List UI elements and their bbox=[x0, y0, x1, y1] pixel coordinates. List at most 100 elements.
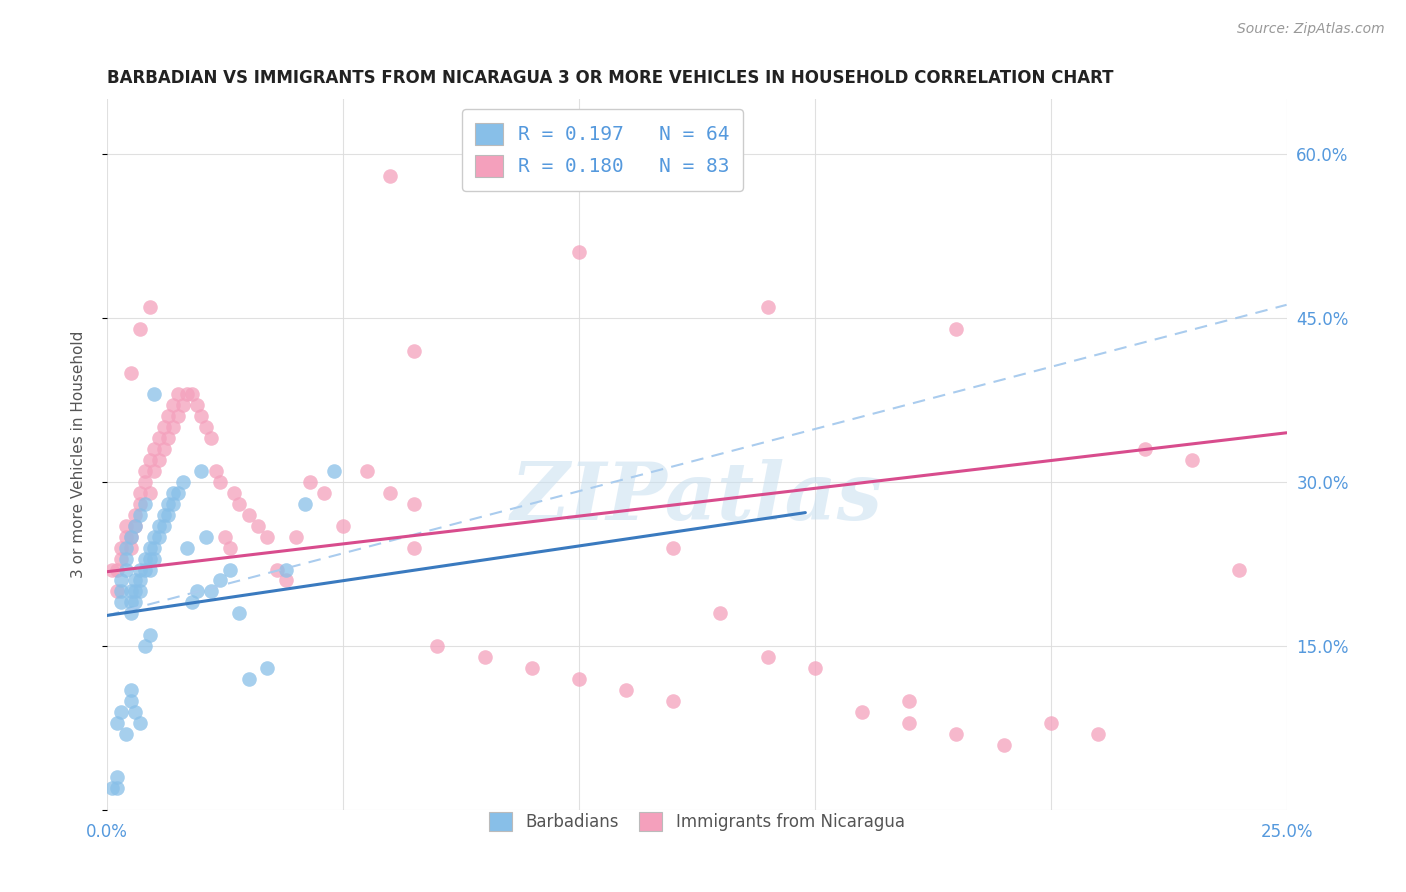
Point bbox=[218, 562, 240, 576]
Point bbox=[378, 486, 401, 500]
Point bbox=[129, 322, 152, 336]
Point bbox=[181, 595, 204, 609]
Point bbox=[298, 475, 321, 489]
Point bbox=[101, 781, 124, 796]
Point bbox=[898, 694, 921, 708]
Point bbox=[134, 562, 156, 576]
Point bbox=[124, 518, 146, 533]
Point bbox=[172, 475, 194, 489]
Point bbox=[238, 672, 260, 686]
Point bbox=[115, 518, 138, 533]
Point bbox=[105, 715, 128, 730]
Point bbox=[138, 486, 160, 500]
Point bbox=[756, 300, 779, 314]
Point bbox=[110, 574, 132, 588]
Point bbox=[204, 464, 226, 478]
Point bbox=[115, 562, 138, 576]
Point bbox=[166, 409, 188, 424]
Text: BARBADIAN VS IMMIGRANTS FROM NICARAGUA 3 OR MORE VEHICLES IN HOUSEHOLD CORRELATI: BARBADIAN VS IMMIGRANTS FROM NICARAGUA 3… bbox=[107, 69, 1114, 87]
Point bbox=[110, 595, 132, 609]
Point bbox=[1133, 442, 1156, 457]
Point bbox=[181, 387, 204, 401]
Point bbox=[166, 387, 188, 401]
Point bbox=[228, 607, 250, 621]
Point bbox=[1087, 726, 1109, 740]
Point bbox=[148, 453, 170, 467]
Point bbox=[1039, 715, 1062, 730]
Point bbox=[152, 508, 174, 522]
Point bbox=[314, 486, 336, 500]
Point bbox=[120, 530, 142, 544]
Point bbox=[284, 530, 307, 544]
Point bbox=[101, 562, 124, 576]
Point bbox=[105, 562, 128, 576]
Point bbox=[138, 300, 160, 314]
Point bbox=[138, 628, 160, 642]
Point bbox=[200, 584, 222, 599]
Point bbox=[134, 639, 156, 653]
Point bbox=[120, 366, 142, 380]
Point bbox=[120, 541, 142, 555]
Point bbox=[110, 551, 132, 566]
Point bbox=[129, 497, 152, 511]
Point bbox=[124, 574, 146, 588]
Point bbox=[378, 169, 401, 183]
Point bbox=[124, 518, 146, 533]
Point bbox=[138, 551, 160, 566]
Point bbox=[190, 464, 212, 478]
Legend: Barbadians, Immigrants from Nicaragua: Barbadians, Immigrants from Nicaragua bbox=[479, 802, 915, 841]
Point bbox=[190, 409, 212, 424]
Point bbox=[110, 705, 132, 719]
Point bbox=[120, 584, 142, 599]
Point bbox=[993, 738, 1015, 752]
Point bbox=[120, 607, 142, 621]
Point bbox=[134, 464, 156, 478]
Point bbox=[804, 661, 827, 675]
Point bbox=[1181, 453, 1204, 467]
Point bbox=[356, 464, 378, 478]
Point bbox=[945, 322, 967, 336]
Point bbox=[157, 497, 180, 511]
Point bbox=[120, 682, 142, 697]
Point bbox=[120, 530, 142, 544]
Point bbox=[662, 541, 685, 555]
Point bbox=[402, 497, 425, 511]
Point bbox=[138, 562, 160, 576]
Point bbox=[195, 530, 218, 544]
Point bbox=[105, 584, 128, 599]
Point bbox=[224, 486, 246, 500]
Point bbox=[228, 497, 250, 511]
Point bbox=[209, 574, 232, 588]
Point bbox=[129, 574, 152, 588]
Point bbox=[129, 584, 152, 599]
Point bbox=[134, 497, 156, 511]
Y-axis label: 3 or more Vehicles in Household: 3 or more Vehicles in Household bbox=[72, 331, 86, 578]
Point bbox=[143, 464, 166, 478]
Text: Source: ZipAtlas.com: Source: ZipAtlas.com bbox=[1237, 22, 1385, 37]
Point bbox=[294, 497, 316, 511]
Point bbox=[143, 442, 166, 457]
Point bbox=[124, 584, 146, 599]
Point bbox=[110, 541, 132, 555]
Point bbox=[115, 530, 138, 544]
Point bbox=[614, 682, 637, 697]
Point bbox=[166, 486, 188, 500]
Point bbox=[115, 551, 138, 566]
Point bbox=[186, 584, 208, 599]
Point bbox=[568, 245, 591, 260]
Point bbox=[134, 475, 156, 489]
Point bbox=[402, 541, 425, 555]
Point bbox=[143, 551, 166, 566]
Point bbox=[209, 475, 232, 489]
Point bbox=[851, 705, 873, 719]
Point bbox=[898, 715, 921, 730]
Point bbox=[332, 518, 354, 533]
Point bbox=[276, 574, 298, 588]
Point bbox=[143, 530, 166, 544]
Point bbox=[402, 343, 425, 358]
Point bbox=[186, 399, 208, 413]
Point bbox=[474, 650, 496, 665]
Point bbox=[148, 431, 170, 445]
Point bbox=[143, 387, 166, 401]
Point bbox=[148, 518, 170, 533]
